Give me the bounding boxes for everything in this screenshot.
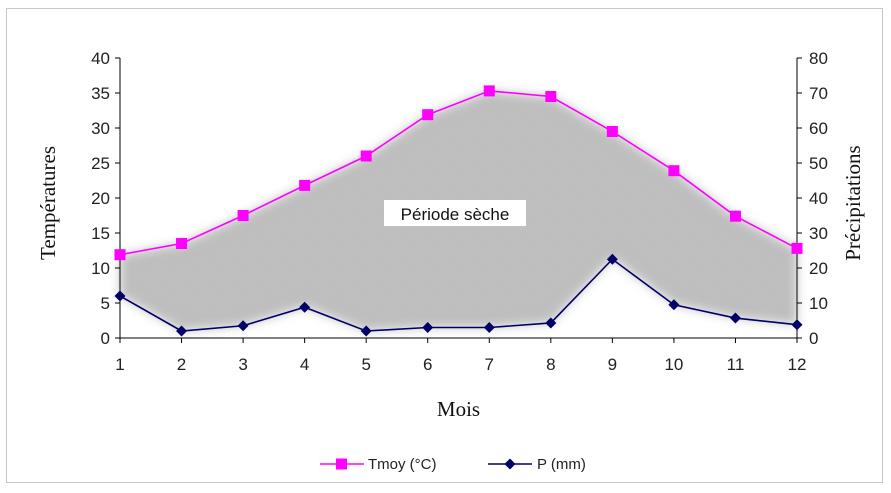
x-tick-label: 9 xyxy=(608,355,617,374)
precipitation-point xyxy=(422,322,434,333)
y-left-tick-label: 25 xyxy=(91,154,110,173)
legend-precipitation-marker xyxy=(504,458,516,470)
precipitation-point xyxy=(360,325,372,337)
y-right-tick-label: 70 xyxy=(809,84,828,103)
temperature-point xyxy=(237,210,249,221)
x-tick-label: 3 xyxy=(238,355,247,374)
temperature-point xyxy=(545,91,557,102)
x-tick-label: 4 xyxy=(300,355,309,374)
precipitation-point xyxy=(114,290,126,302)
precipitation-point xyxy=(668,299,680,311)
x-tick-label: 12 xyxy=(788,355,807,374)
y-left-tick-label: 30 xyxy=(91,119,110,138)
x-tick-label: 2 xyxy=(177,355,186,374)
temperature-point xyxy=(176,238,188,249)
temperature-point xyxy=(114,249,126,261)
precipitation-point xyxy=(483,322,495,333)
series xyxy=(114,85,803,337)
y-right-axis-title: Précipitations xyxy=(841,145,865,260)
temperature-point xyxy=(422,109,434,121)
temperature-point xyxy=(483,85,495,97)
y-left-tick-label: 40 xyxy=(91,49,110,68)
legend-temperature-label: Tmoy (°C) xyxy=(368,456,437,473)
y-right-tick-label: 50 xyxy=(809,154,828,173)
x-tick-label: 8 xyxy=(546,355,555,374)
precipitation-point xyxy=(729,312,741,324)
precipitation-point xyxy=(606,253,618,265)
precipitation-point xyxy=(791,319,803,331)
x-tick-label: 11 xyxy=(727,355,745,374)
y-right-tick-label: 30 xyxy=(809,224,828,243)
y-left-tick-label: 10 xyxy=(91,259,110,278)
dry-period-label: Période sèche xyxy=(401,205,510,224)
y-right-tick-label: 40 xyxy=(809,189,828,208)
y-left-tick-label: 20 xyxy=(91,189,110,208)
temperature-point xyxy=(668,165,680,177)
x-tick-label: 5 xyxy=(361,355,370,374)
y-right-tick-label: 20 xyxy=(809,259,828,278)
y-left-tick-label: 35 xyxy=(91,84,110,103)
precipitation-point xyxy=(545,317,557,329)
temperature-point xyxy=(791,242,803,254)
y-left-axis-title: Températures xyxy=(36,146,60,260)
precipitation-point xyxy=(176,325,188,337)
temperature-point xyxy=(360,150,372,162)
temperature-point xyxy=(299,179,311,191)
legend: Tmoy (°C) P (mm) xyxy=(320,456,586,473)
x-axis-title: Mois xyxy=(437,397,480,421)
legend-temperature-marker xyxy=(336,458,347,470)
y-left-tick-label: 0 xyxy=(101,329,110,348)
precipitation-line xyxy=(119,258,798,332)
precipitation-point xyxy=(237,320,249,332)
precipitation-point xyxy=(299,301,311,313)
temperature-point xyxy=(729,210,741,222)
x-tick-label: 10 xyxy=(664,355,683,374)
x-tick-label: 7 xyxy=(485,355,494,374)
temperature-line xyxy=(119,90,798,256)
y-right-tick-label: 80 xyxy=(809,49,828,68)
x-tick-label: 6 xyxy=(423,355,432,374)
y-left-tick-label: 15 xyxy=(91,224,110,243)
y-right-tick-label: 10 xyxy=(809,294,828,313)
y-left-tick-label: 5 xyxy=(101,294,110,313)
y-right-tick-label: 60 xyxy=(809,119,828,138)
x-tick-label: 1 xyxy=(115,355,124,374)
annotation-background xyxy=(384,200,526,226)
legend-precipitation-label: P (mm) xyxy=(537,456,586,473)
y-right-tick-label: 0 xyxy=(809,329,818,348)
temperature-point xyxy=(606,126,618,137)
